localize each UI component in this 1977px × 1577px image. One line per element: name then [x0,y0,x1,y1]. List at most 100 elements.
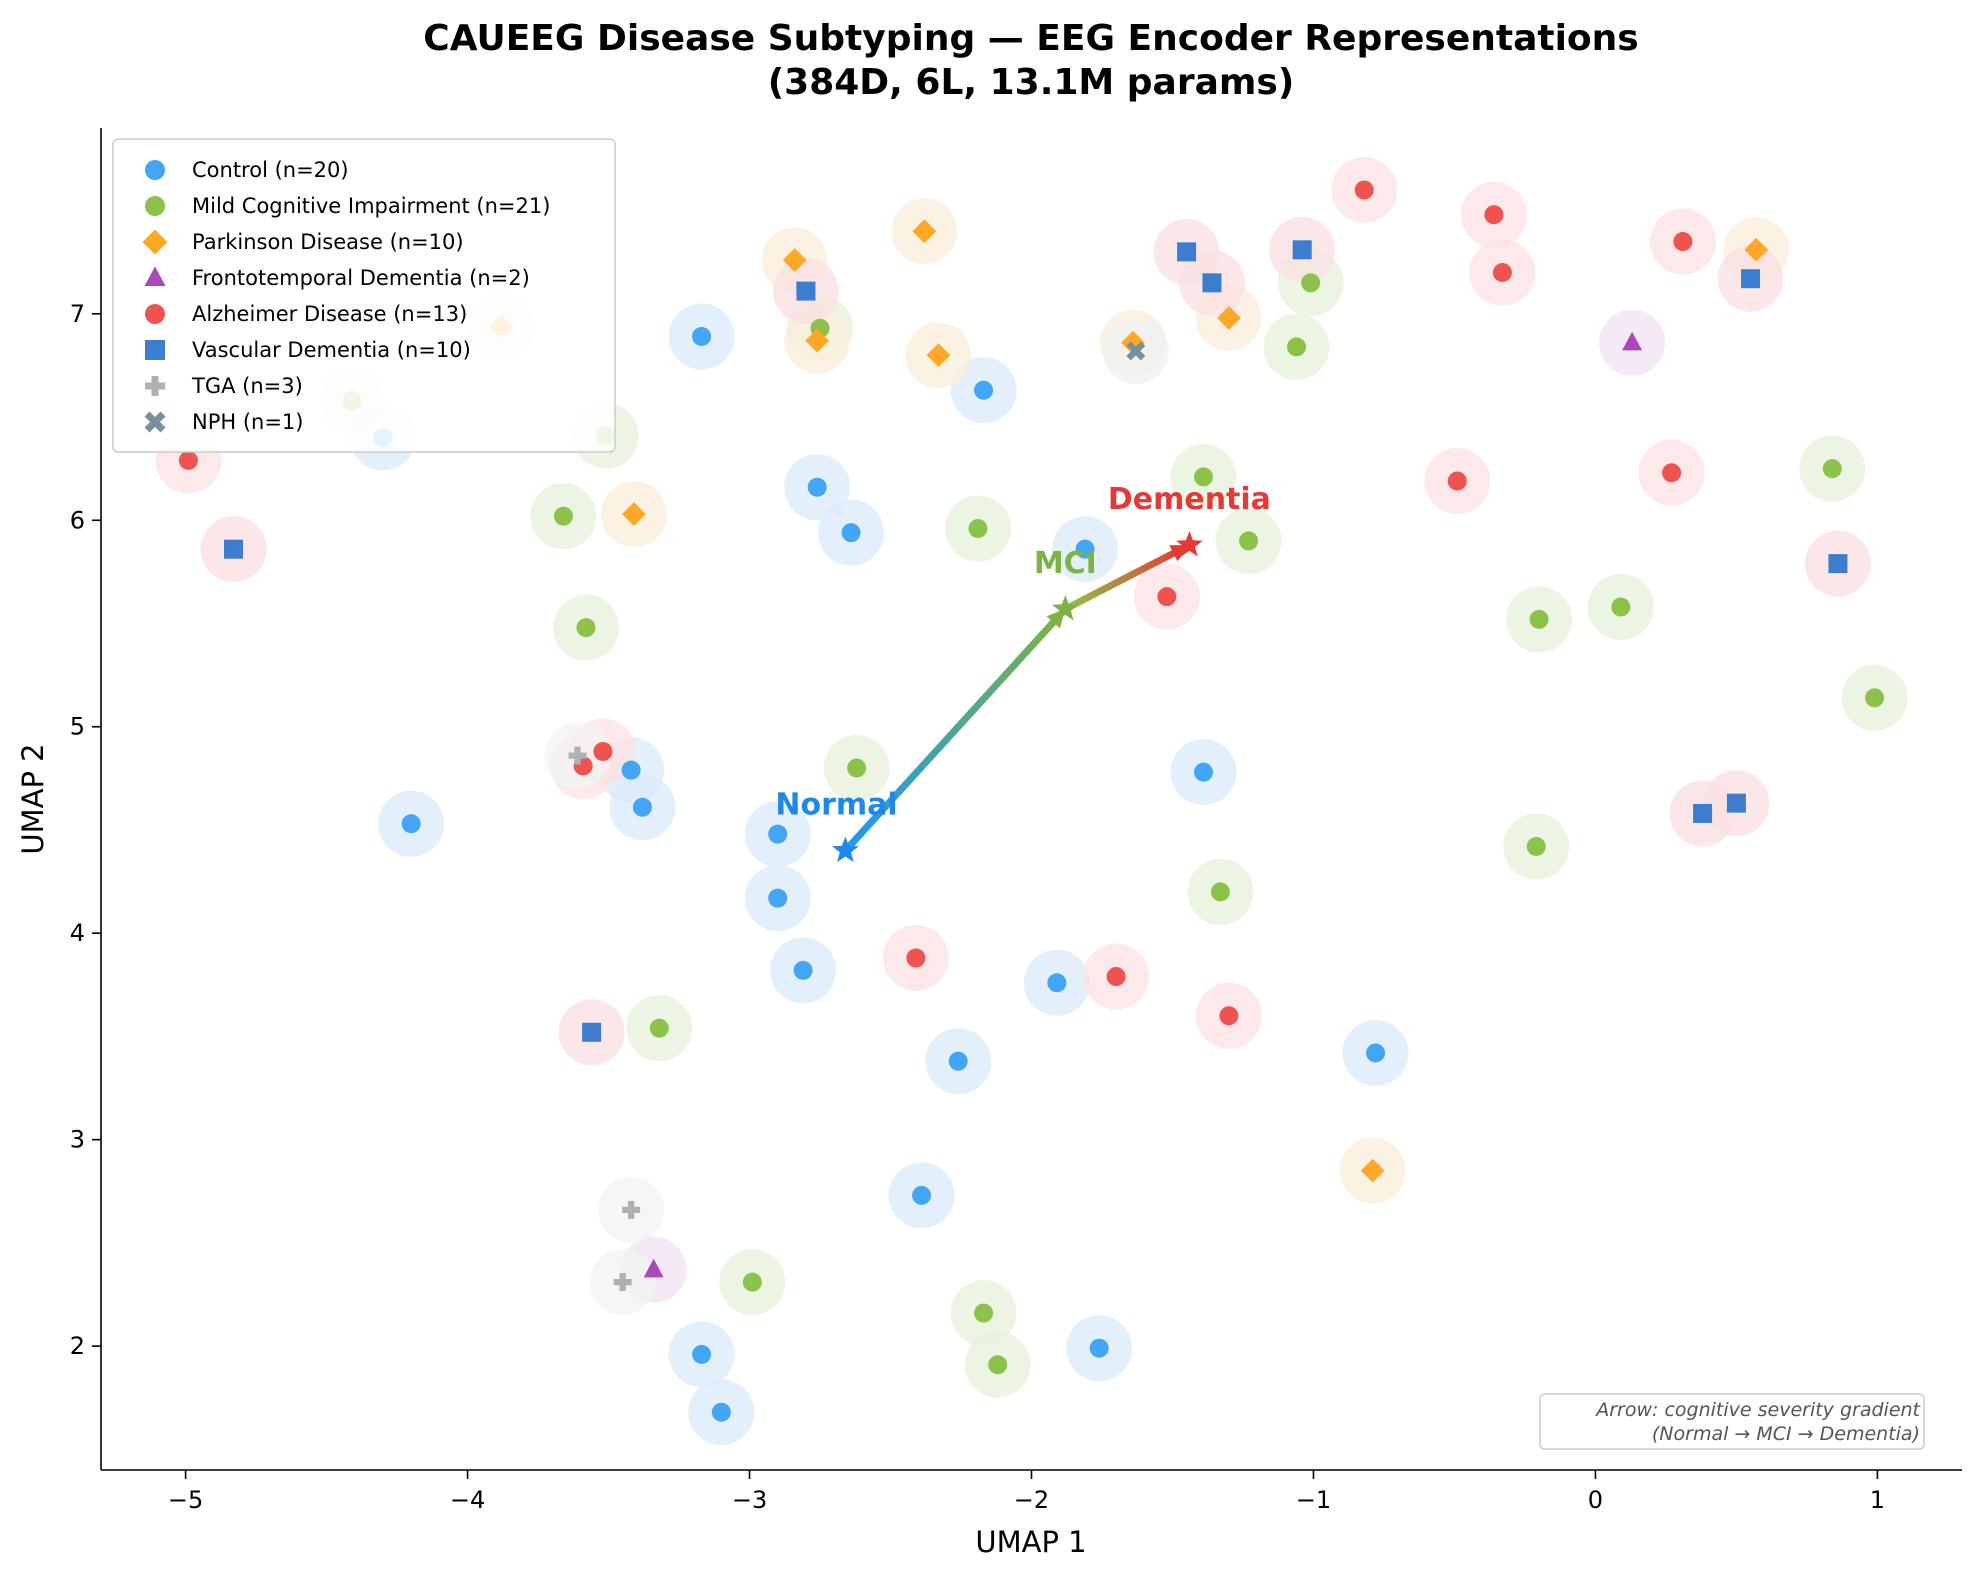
chart-title-line1: CAUEEG Disease Subtyping — EEG Encoder R… [423,18,1638,59]
data-point-1-7 [1194,467,1214,487]
data-point-4-0 [178,450,198,470]
legend-label-2: Parkinson Disease (n=10) [192,230,464,254]
data-point-4-6 [1219,1006,1239,1026]
legend-marker-2 [142,229,168,255]
data-point-0-3 [621,760,641,780]
data-point-0-6 [768,888,788,908]
data-point-5-6 [1828,554,1848,574]
x-tick-label-3: −2 [1014,1486,1049,1514]
data-point-0-1 [692,327,712,347]
data-point-1-18 [742,1272,762,1292]
data-point-4-7 [1354,180,1374,200]
legend-label-7: NPH (n=1) [192,410,304,434]
data-point-0-5 [768,824,788,844]
data-point-4-2 [593,742,613,762]
x-tick-label-6: 1 [1870,1486,1885,1514]
data-point-1-2 [553,506,573,526]
note-box [1539,1393,1925,1450]
data-point-1-17 [649,1018,669,1038]
legend-marker-5 [145,340,165,360]
legend-marker-3 [144,266,166,286]
data-point-1-11 [1529,609,1549,629]
arrow-segment-normal-mci [841,605,1069,855]
legend-box [112,138,616,453]
data-point-7-0 [1126,341,1146,361]
note-line2: (Normal → MCI → Dementia) [1652,1423,1920,1445]
y-tick-label-3: 5 [70,713,85,741]
data-point-1-20 [988,1355,1008,1375]
legend-marker-4 [145,304,165,324]
data-point-0-0 [401,814,421,834]
data-point-0-14 [1075,539,1095,559]
data-point-5-9 [582,1022,602,1042]
stage-label-2: Dementia [1108,482,1271,517]
stage-star-1 [1052,595,1079,621]
data-point-5-8 [1726,793,1746,813]
y-tick-label-0: 2 [70,1332,85,1360]
data-point-4-4 [1106,967,1126,987]
data-point-5-7 [1693,803,1713,823]
data-point-5-2 [1177,242,1197,262]
note-line1: Arrow: cognitive severity gradient [1594,1399,1921,1421]
data-point-5-1 [796,281,816,301]
data-point-4-12 [1662,463,1682,483]
data-point-0-4 [632,797,652,817]
legend-label-6: TGA (n=3) [191,374,303,398]
data-point-1-15 [1526,836,1546,856]
legend: Control (n=20) Mild Cognitive Impairment … [112,138,616,453]
data-point-0-13 [1047,973,1067,993]
data-point-1-13 [1822,459,1842,479]
data-point-5-4 [1292,240,1312,260]
y-tick-label-4: 6 [70,506,85,534]
data-point-2-7 [1217,306,1241,330]
data-point-3-1 [643,1258,664,1278]
legend-label-0: Control (n=20) [192,158,349,182]
data-point-1-14 [1865,688,1885,708]
legend-marker-0 [145,160,165,180]
data-point-0-11 [948,1051,968,1071]
data-point-6-2 [613,1273,632,1292]
data-point-6-1 [622,1200,641,1219]
data-point-3-0 [1622,331,1643,351]
x-tick-label-2: −3 [732,1486,767,1514]
x-axis-label: UMAP 1 [975,1525,1086,1559]
stage-star-2 [1176,531,1203,557]
data-point-2-3 [805,328,830,353]
data-point-1-10 [1301,273,1321,293]
data-point-0-19 [711,1402,731,1422]
data-point-4-11 [1673,232,1693,252]
data-point-0-17 [1089,1338,1109,1358]
legend-label-3: Frontotemporal Dementia (n=2) [192,266,530,290]
data-point-1-6 [968,519,988,539]
stage-label-1: MCI [1034,546,1097,581]
data-point-5-5 [1741,269,1761,289]
legend-marker-7 [144,411,166,433]
data-point-1-8 [1239,531,1259,551]
gradient-note: Arrow: cognitive severity gradient (Norm… [1539,1393,1925,1450]
data-point-2-8 [1744,237,1769,262]
legend-label-1: Mild Cognitive Impairment (n=21) [192,194,550,218]
data-point-5-0 [224,539,244,559]
y-tick-label-2: 4 [70,919,85,947]
data-point-4-5 [1157,587,1177,607]
x-tick-label-5: 0 [1588,1486,1603,1514]
stage-label-0: Normal [775,788,897,823]
data-point-0-16 [1366,1043,1386,1063]
legend-marker-6 [145,376,165,396]
data-point-4-10 [1492,263,1512,283]
data-point-0-9 [841,523,861,543]
data-point-0-12 [912,1185,932,1205]
arrow-segment-mci-dementia [1061,541,1193,613]
data-point-0-8 [807,477,827,497]
data-point-2-5 [926,343,951,367]
x-tick-label-1: −4 [450,1486,485,1514]
data-point-6-0 [568,746,587,765]
stage-star-0 [832,836,859,862]
y-axis-label: UMAP 2 [16,743,50,854]
y-tick-label-5: 7 [70,300,85,328]
tick-layer: −5 −4 −3 −2 −1 0 1 2 3 4 5 6 7 [70,300,1885,1514]
data-point-4-3 [906,948,926,968]
data-point-2-1 [622,502,646,526]
data-point-5-3 [1202,273,1222,293]
